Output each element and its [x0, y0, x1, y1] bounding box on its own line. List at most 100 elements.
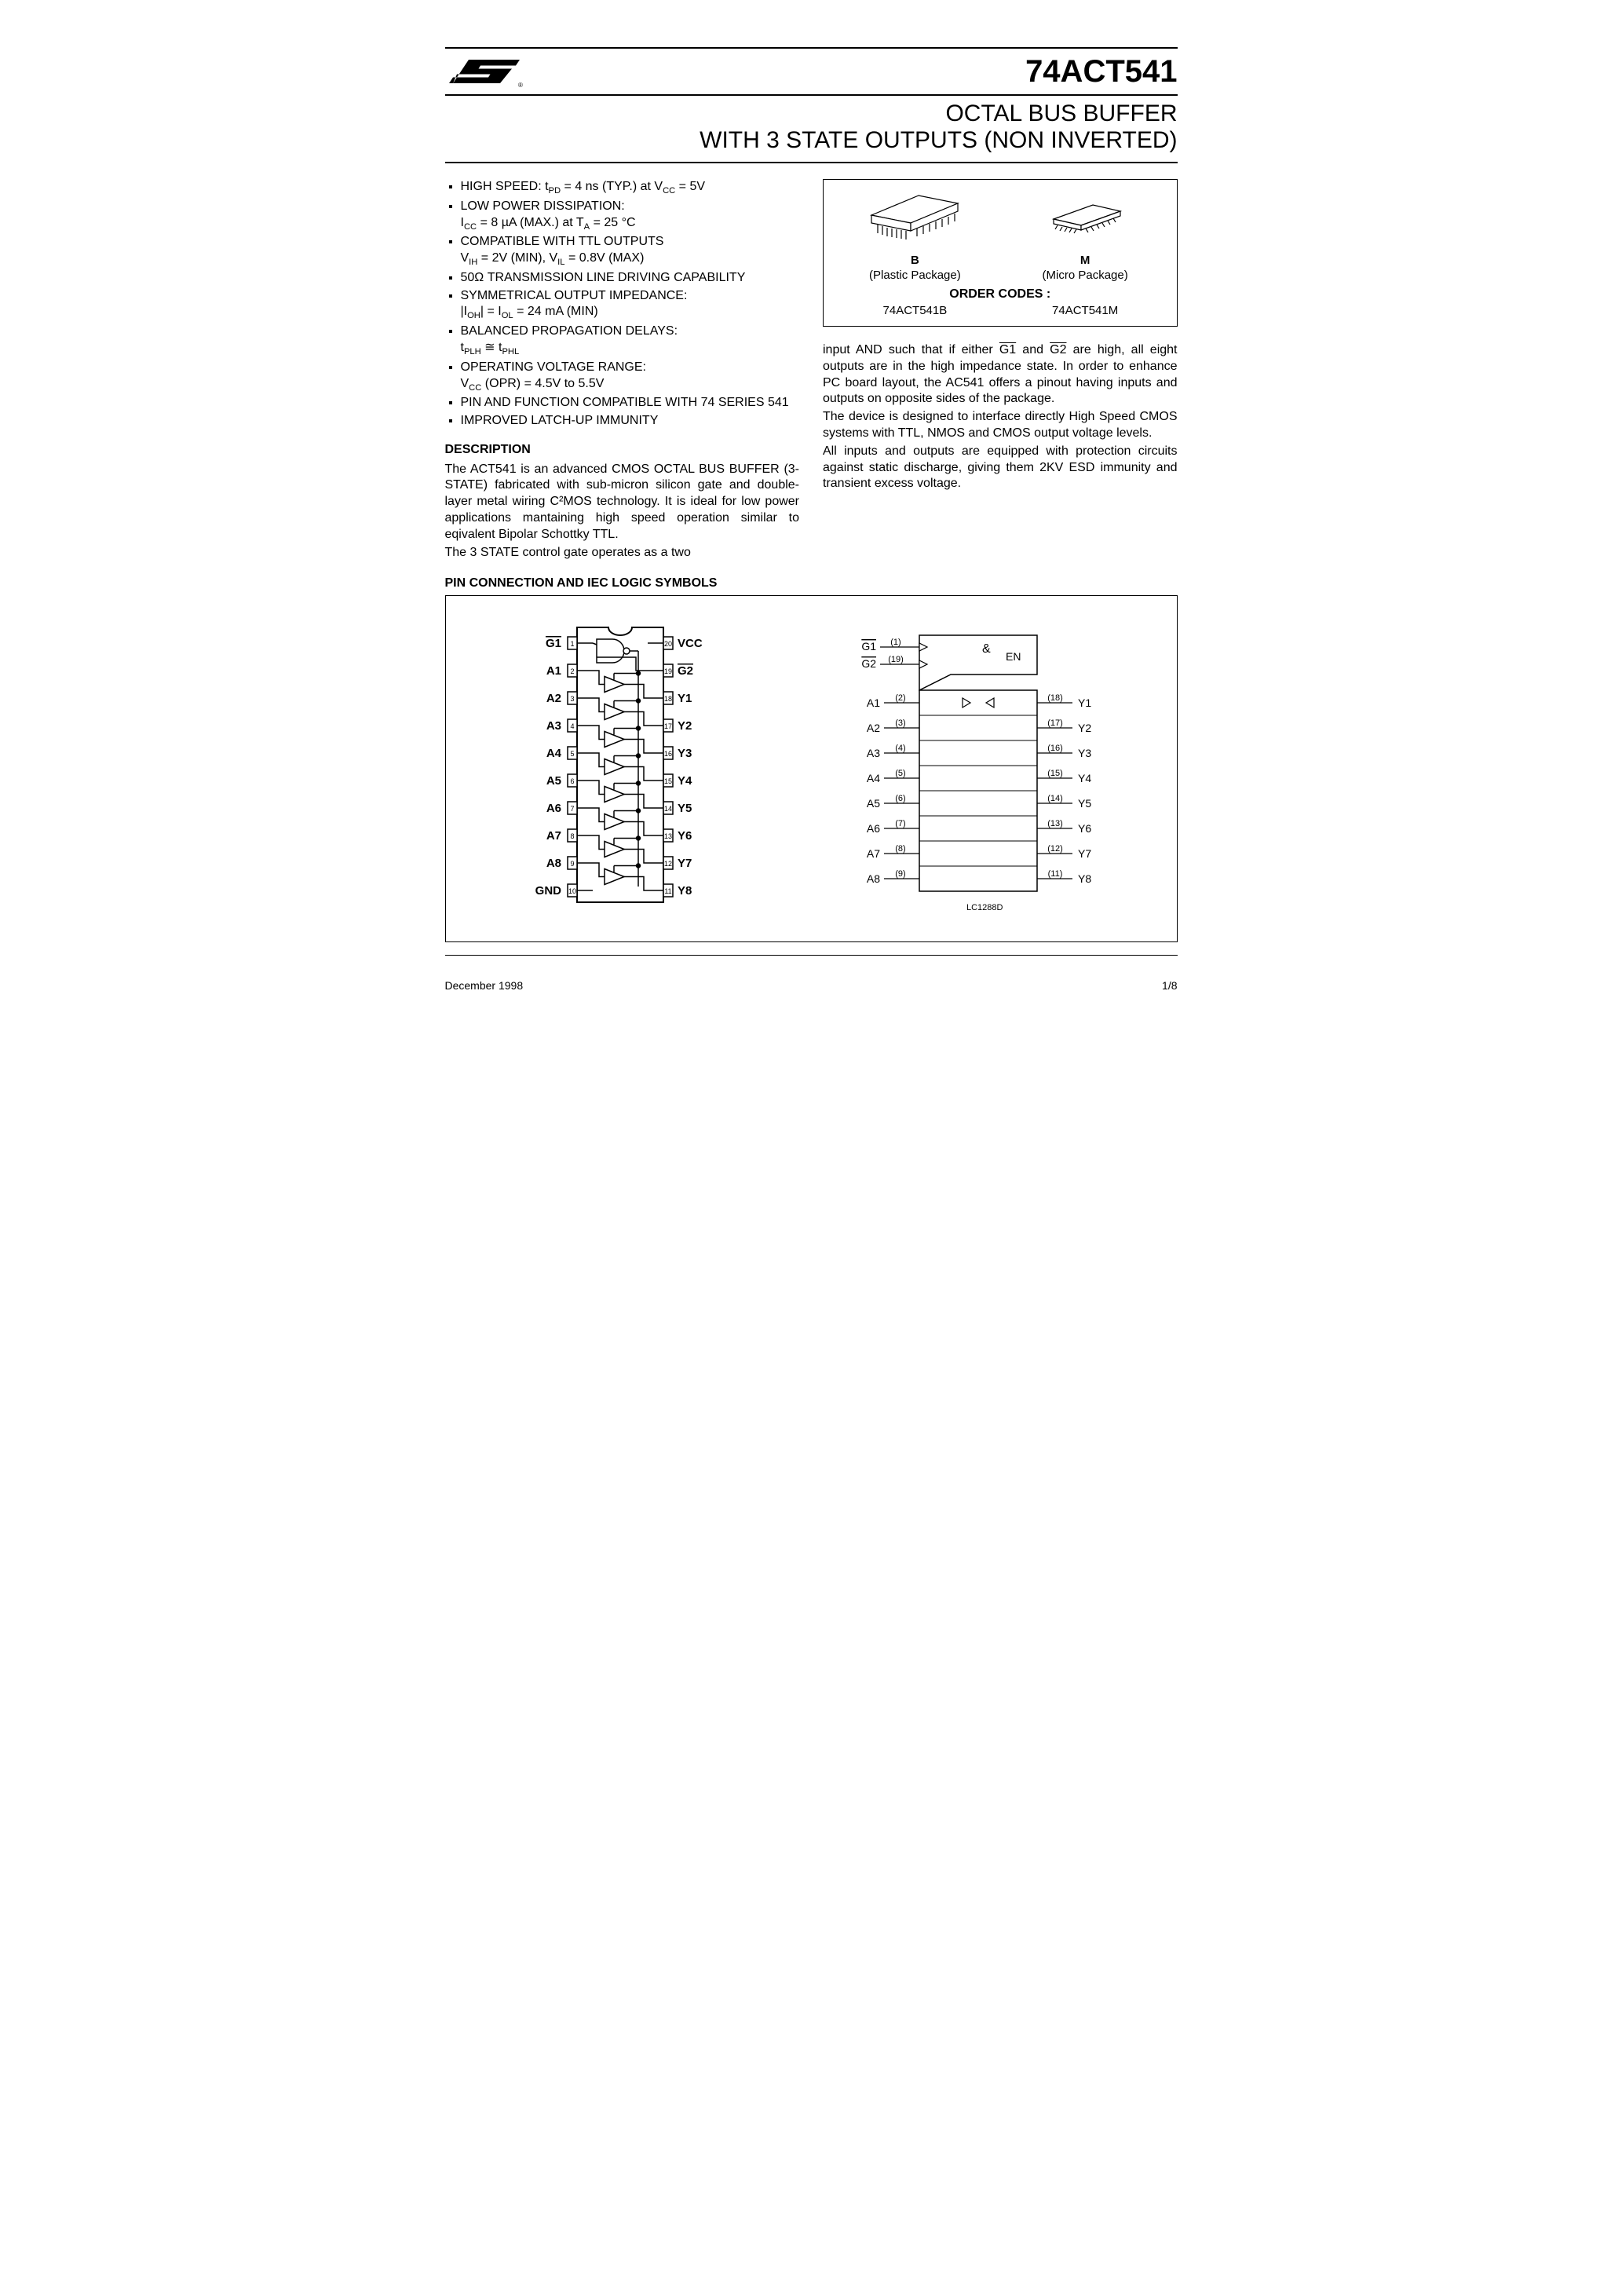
soic-package-icon — [1000, 196, 1171, 248]
svg-text:®: ® — [518, 82, 523, 89]
svg-text:A3: A3 — [867, 747, 880, 759]
right-p2: The device is designed to interface dire… — [823, 409, 1178, 442]
svg-text:3: 3 — [571, 695, 575, 703]
svg-text:(4): (4) — [895, 744, 905, 753]
footer-rule — [445, 955, 1178, 956]
footer-row: December 1998 1/8 — [445, 979, 1178, 992]
svg-text:(6): (6) — [895, 794, 905, 803]
pin-connection-heading: PIN CONNECTION AND IEC LOGIC SYMBOLS — [445, 576, 1178, 590]
feature-item: OPERATING VOLTAGE RANGE: VCC (OPR) = 4.5… — [461, 360, 800, 394]
svg-text:20: 20 — [664, 640, 672, 648]
svg-text:(12): (12) — [1047, 844, 1063, 854]
svg-text:Y5: Y5 — [678, 802, 692, 815]
part-number: 74ACT541 — [1025, 54, 1177, 90]
iec-amp: & — [982, 642, 991, 656]
order-codes-heading: ORDER CODES : — [830, 287, 1171, 303]
feature-item: SYMMETRICAL OUTPUT IMPEDANCE: |IOH| = IO… — [461, 288, 800, 323]
svg-text:A3: A3 — [546, 719, 561, 733]
order-code-m: 74ACT541M — [1000, 303, 1171, 319]
package-desc-row: (Plastic Package) (Micro Package) — [830, 268, 1171, 283]
svg-text:A6: A6 — [546, 802, 561, 815]
svg-text:15: 15 — [664, 777, 672, 785]
svg-text:(8): (8) — [895, 844, 905, 854]
svg-text:(19): (19) — [888, 655, 904, 664]
svg-text:A2: A2 — [867, 722, 880, 734]
svg-text:(18): (18) — [1047, 693, 1063, 703]
svg-text:(13): (13) — [1047, 819, 1063, 828]
st-logo: ® — [445, 52, 524, 91]
pinout-diagram: 1G12A13A24A35A46A57A68A79A810GND 20VCC19… — [506, 612, 742, 926]
header-row: ® 74ACT541 — [445, 52, 1178, 96]
footer-page: 1/8 — [1162, 979, 1177, 992]
left-column: HIGH SPEED: tPD = 4 ns (TYP.) at VCC = 5… — [445, 179, 800, 561]
svg-text:Y8: Y8 — [678, 884, 692, 898]
feature-item: HIGH SPEED: tPD = 4 ns (TYP.) at VCC = 5… — [461, 179, 800, 197]
svg-text:A2: A2 — [546, 692, 561, 705]
pkg-m-desc: (Micro Package) — [1000, 268, 1171, 283]
right-column: B M (Plastic Package) (Micro Package) OR… — [823, 179, 1178, 561]
svg-text:18: 18 — [664, 695, 672, 703]
svg-text:12: 12 — [664, 860, 672, 868]
svg-text:A1: A1 — [546, 664, 561, 678]
svg-text:4: 4 — [571, 722, 575, 730]
svg-text:A6: A6 — [867, 822, 880, 835]
svg-text:16: 16 — [664, 750, 672, 758]
svg-text:2: 2 — [571, 667, 575, 675]
feature-item: IMPROVED LATCH-UP IMMUNITY — [461, 413, 800, 430]
pkg-m-letter: M — [1000, 253, 1171, 269]
svg-text:GND: GND — [535, 884, 562, 898]
title-line-1: OCTAL BUS BUFFER — [445, 101, 1178, 127]
diagrams-container: 1G12A13A24A35A46A57A68A79A810GND 20VCC19… — [445, 595, 1178, 942]
title-box: OCTAL BUS BUFFER WITH 3 STATE OUTPUTS (N… — [445, 96, 1178, 163]
svg-text:(7): (7) — [895, 819, 905, 828]
pkg-b-desc: (Plastic Package) — [830, 268, 1000, 283]
svg-text:(17): (17) — [1047, 718, 1063, 728]
header-top-rule — [445, 47, 1178, 49]
description-heading: DESCRIPTION — [445, 442, 800, 459]
svg-text:A7: A7 — [867, 847, 880, 860]
svg-text:19: 19 — [664, 667, 672, 675]
order-codes-row: 74ACT541B 74ACT541M — [830, 303, 1171, 319]
svg-text:10: 10 — [568, 887, 576, 895]
svg-text:Y1: Y1 — [678, 692, 692, 705]
svg-text:11: 11 — [665, 887, 672, 895]
svg-text:Y4: Y4 — [678, 774, 692, 788]
right-p1: input AND such that if either G1 and G2 … — [823, 342, 1178, 408]
package-box: B M (Plastic Package) (Micro Package) OR… — [823, 179, 1178, 327]
description-p1: The ACT541 is an advanced CMOS OCTAL BUS… — [445, 462, 800, 543]
svg-text:Y6: Y6 — [678, 829, 692, 843]
svg-text:Y5: Y5 — [1078, 797, 1091, 810]
svg-text:A8: A8 — [867, 872, 880, 885]
svg-text:VCC: VCC — [678, 637, 703, 650]
feature-item: PIN AND FUNCTION COMPATIBLE WITH 74 SERI… — [461, 395, 800, 411]
svg-text:Y6: Y6 — [1078, 822, 1091, 835]
feature-item: 50Ω TRANSMISSION LINE DRIVING CAPABILITY — [461, 270, 800, 287]
description-p2: The 3 STATE control gate operates as a t… — [445, 545, 800, 561]
svg-text:A4: A4 — [867, 772, 880, 784]
svg-text:A5: A5 — [546, 774, 561, 788]
svg-text:Y7: Y7 — [678, 857, 692, 870]
svg-text:14: 14 — [664, 805, 672, 813]
feature-item: LOW POWER DISSIPATION: ICC = 8 µA (MAX.)… — [461, 199, 800, 233]
svg-text:(3): (3) — [895, 718, 905, 728]
svg-text:Y3: Y3 — [1078, 747, 1091, 759]
svg-text:(16): (16) — [1047, 744, 1063, 753]
svg-text:Y7: Y7 — [1078, 847, 1091, 860]
svg-text:Y4: Y4 — [1078, 772, 1091, 784]
svg-text:13: 13 — [664, 832, 672, 840]
svg-text:5: 5 — [571, 750, 575, 758]
right-p3: All inputs and outputs are equipped with… — [823, 444, 1178, 492]
iec-symbol-diagram: & EN G1(1)G2(19) A1(2)(18)Y1A2(3)(17)Y2A… — [833, 620, 1116, 918]
svg-text:Y1: Y1 — [1078, 696, 1091, 709]
svg-text:Y3: Y3 — [678, 747, 692, 760]
dip-package-icon — [830, 188, 1000, 248]
iec-footer: LC1288D — [966, 903, 1003, 912]
iec-en: EN — [1006, 650, 1021, 663]
svg-text:(5): (5) — [895, 769, 905, 778]
svg-text:A8: A8 — [546, 857, 561, 870]
svg-text:G1: G1 — [861, 640, 876, 653]
svg-text:(9): (9) — [895, 869, 905, 879]
svg-text:Y8: Y8 — [1078, 872, 1091, 885]
package-letter-row: B M — [830, 253, 1171, 269]
svg-text:(2): (2) — [895, 693, 905, 703]
